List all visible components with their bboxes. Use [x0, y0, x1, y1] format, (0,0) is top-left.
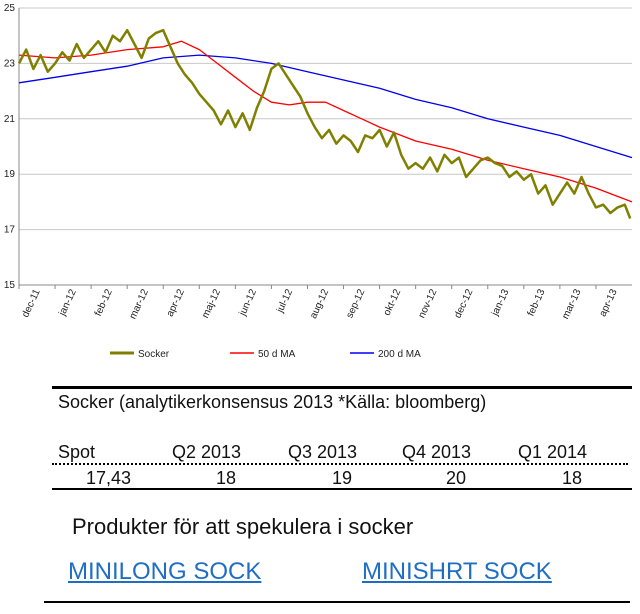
table-header-divider — [52, 463, 628, 465]
products-heading: Produkter för att spekulera i socker — [72, 514, 414, 539]
x-tick-label: dec-11 — [20, 287, 43, 319]
bottom-rule — [44, 601, 630, 603]
x-tick-label: jan-12 — [57, 287, 79, 318]
y-tick-label: 19 — [4, 169, 16, 180]
x-tick-label: mar-12 — [128, 287, 152, 321]
table-bottom-rule — [52, 488, 632, 490]
chart-grid — [19, 7, 632, 286]
value-q4-2013: 20 — [446, 468, 467, 488]
y-axis: 15 17 19 21 23 25 — [4, 3, 20, 291]
sugar-price-chart: 15 17 19 21 23 25 dec-11 jan-12 feb-12 mar-12 apr… — [4, 3, 633, 360]
x-axis: dec-11 jan-12 feb-12 mar-12 apr-12 maj-12 jun-… — [18, 284, 632, 321]
x-tick-label: apr-13 — [598, 287, 620, 318]
value-q3-2013: 19 — [332, 468, 353, 488]
value-q1-2014: 18 — [562, 468, 583, 488]
y-tick-label: 17 — [4, 225, 16, 236]
y-tick-label: 21 — [4, 114, 16, 125]
consensus-table-title: Socker (analytikerkonsensus 2013 *Källa:… — [58, 392, 487, 412]
x-tick-label: dec-12 — [453, 287, 476, 320]
y-tick-label: 25 — [4, 3, 16, 14]
legend-label: 200 d MA — [378, 349, 421, 360]
x-tick-label: maj-12 — [200, 287, 223, 320]
y-tick-label: 23 — [4, 58, 16, 69]
legend-label: 50 d MA — [258, 349, 296, 360]
x-tick-label: nov-12 — [417, 287, 440, 320]
header-q2-2013: Q2 2013 — [172, 442, 242, 462]
x-tick-label: jan-13 — [489, 287, 511, 318]
y-tick-label: 15 — [4, 280, 16, 291]
header-q4-2013: Q4 2013 — [402, 442, 472, 462]
table-top-rule — [52, 386, 632, 389]
value-q2-2013: 18 — [216, 468, 237, 488]
x-tick-label: apr-12 — [165, 287, 187, 318]
series-line-200-d-ma — [18, 54, 633, 159]
chart-series — [17, 28, 633, 219]
x-tick-label: aug-12 — [308, 287, 331, 320]
x-tick-label: feb-13 — [526, 287, 548, 318]
minishrt-sock-link[interactable]: MINISHRT SOCK — [362, 558, 552, 585]
x-tick-label: sep-12 — [344, 287, 367, 320]
x-tick-label: feb-12 — [93, 287, 115, 318]
header-q1-2014: Q1 2014 — [518, 442, 588, 462]
x-tick-label: mar-13 — [560, 287, 584, 321]
header-q3-2013: Q3 2013 — [288, 442, 358, 462]
x-tick-label: okt-12 — [382, 287, 404, 317]
value-spot: 17,43 — [86, 468, 132, 488]
series-line-50-d-ma — [18, 40, 633, 203]
legend-label: Socker — [138, 349, 170, 360]
minilong-sock-link[interactable]: MINILONG SOCK — [68, 558, 262, 585]
x-tick-label: jul-12 — [274, 287, 295, 315]
series-line-socker — [17, 28, 632, 219]
header-spot: Spot — [58, 442, 96, 462]
chart-legend: Socker 50 d MA 200 d MA — [110, 349, 421, 360]
x-tick-label: jun-12 — [237, 287, 259, 318]
